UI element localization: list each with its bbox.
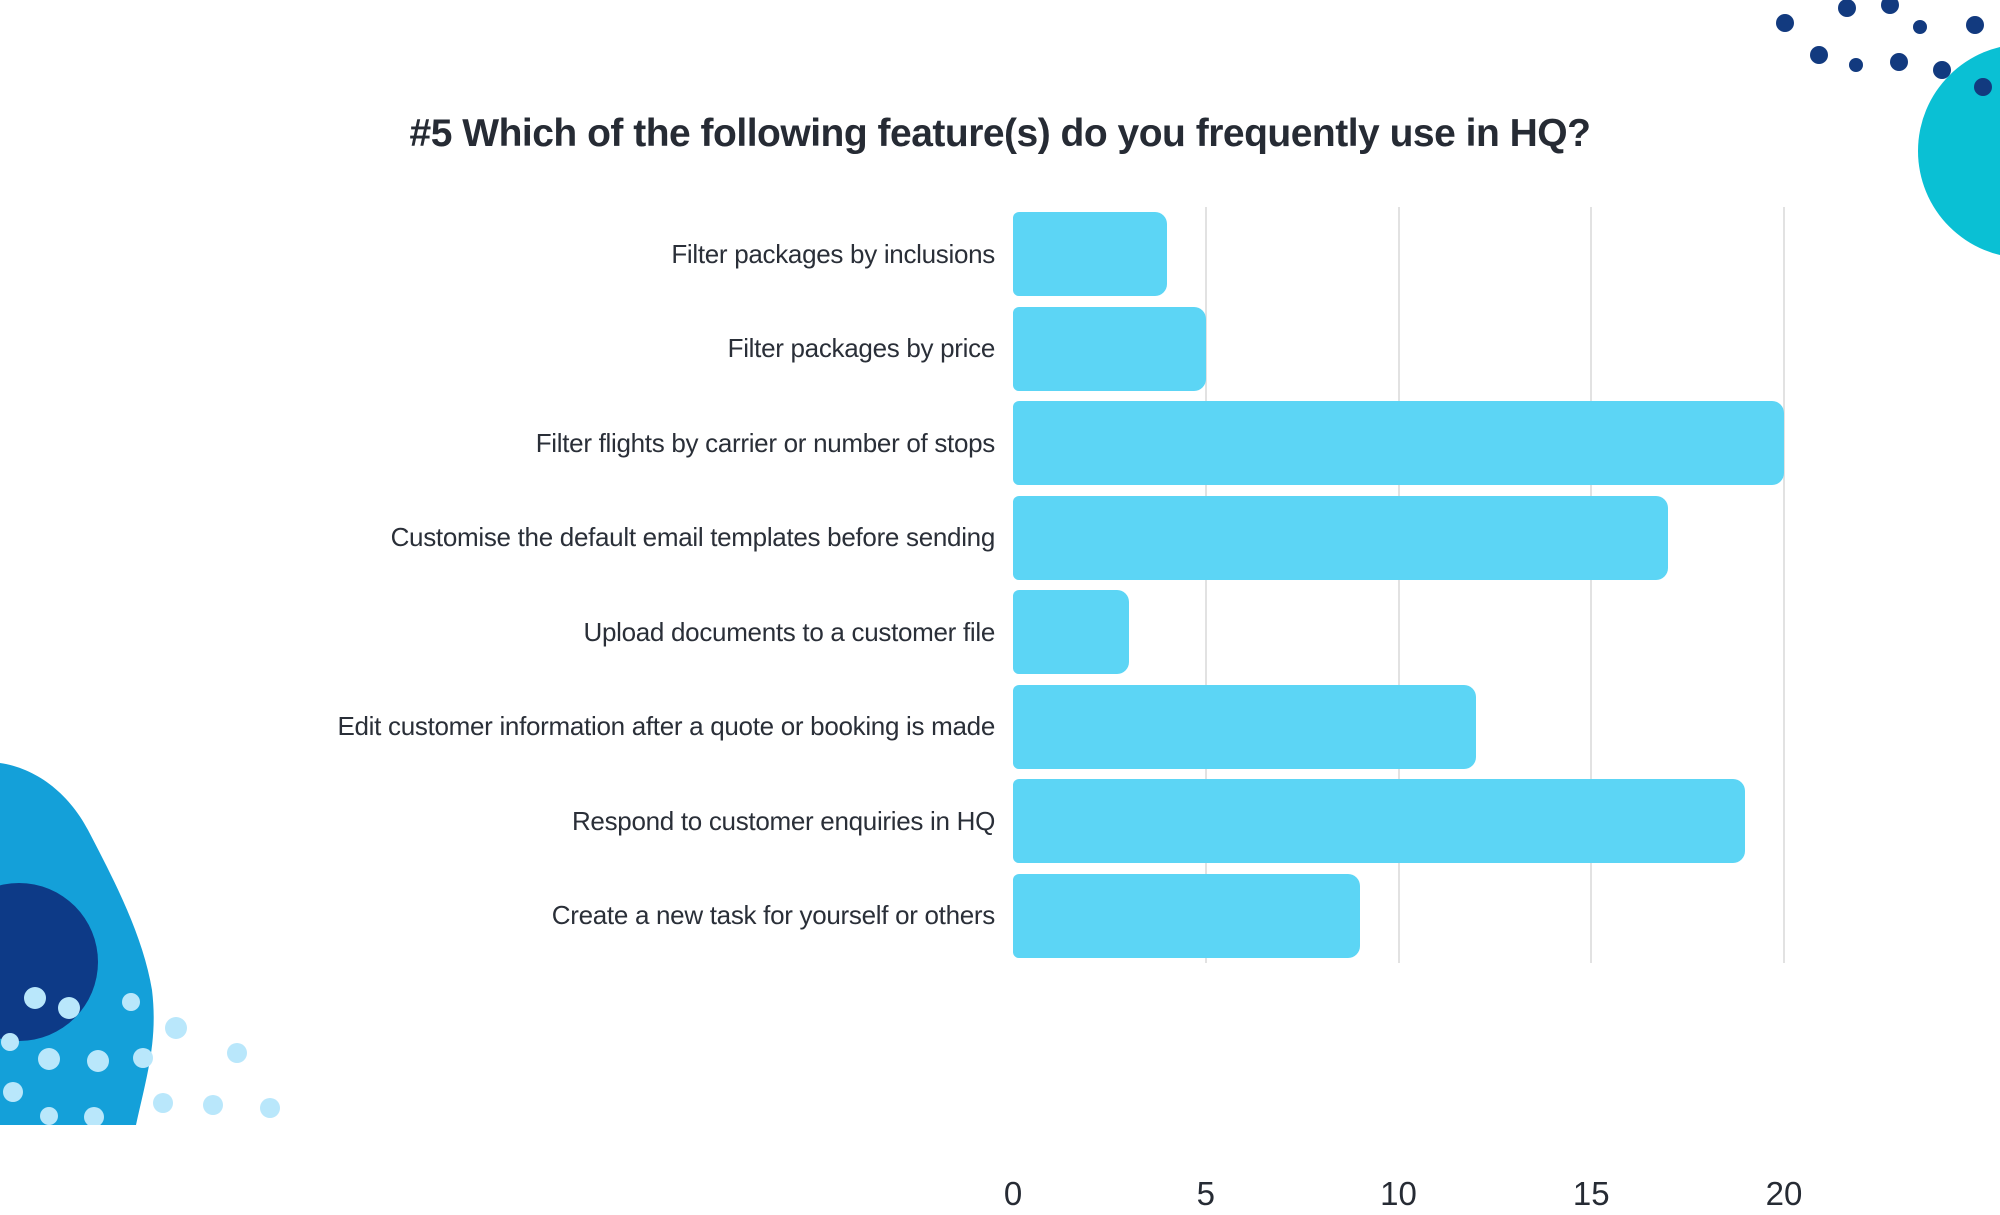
bar-track bbox=[1013, 306, 1784, 391]
bar bbox=[1013, 590, 1129, 675]
chart-row: Filter flights by carrier or number of s… bbox=[0, 396, 1830, 491]
gridline bbox=[1204, 207, 1207, 963]
bar bbox=[1013, 779, 1746, 864]
gridline bbox=[1590, 207, 1593, 963]
chart-row: Filter packages by price bbox=[0, 302, 1830, 397]
light-dots-pattern bbox=[1, 987, 280, 1125]
bar-track bbox=[1013, 779, 1784, 864]
bar bbox=[1013, 873, 1360, 958]
chart-title: #5 Which of the following feature(s) do … bbox=[409, 112, 1591, 155]
bar-chart: Filter packages by inclusions Filter pack… bbox=[0, 207, 1830, 1212]
category-label: Respond to customer enquiries in HQ bbox=[571, 805, 995, 836]
bar bbox=[1013, 684, 1476, 769]
bar bbox=[1013, 212, 1168, 297]
bar bbox=[1013, 306, 1206, 391]
bar-track bbox=[1013, 590, 1784, 675]
chart-rows: Filter packages by inclusions Filter pack… bbox=[0, 207, 1830, 963]
category-label: Create a new task for yourself or others bbox=[551, 900, 996, 931]
category-label: Customise the default email templates be… bbox=[390, 522, 996, 553]
category-label: Upload documents to a customer file bbox=[583, 616, 996, 647]
bar-track bbox=[1013, 212, 1784, 297]
category-label: Filter packages by inclusions bbox=[671, 238, 995, 269]
bar-track bbox=[1013, 401, 1784, 486]
category-label: Filter packages by price bbox=[727, 333, 996, 364]
chart-row: Filter packages by inclusions bbox=[0, 207, 1830, 302]
x-axis-tick: 0 bbox=[1003, 1175, 1023, 1212]
x-axis-tick: 20 bbox=[1765, 1175, 1803, 1212]
bar-track bbox=[1013, 495, 1784, 580]
chart-row: Create a new task for yourself or others bbox=[0, 869, 1830, 964]
navy-dots-pattern bbox=[1776, 0, 1992, 96]
x-axis-tick: 15 bbox=[1572, 1175, 1610, 1212]
gridline bbox=[1783, 207, 1785, 963]
chart-row: Customise the default email templates be… bbox=[0, 491, 1830, 586]
x-axis-tick: 5 bbox=[1196, 1175, 1215, 1212]
category-label: Edit customer information after a quote … bbox=[337, 711, 995, 742]
bar bbox=[1013, 495, 1669, 580]
bar-track bbox=[1013, 684, 1784, 769]
chart-row: Respond to customer enquiries in HQ bbox=[0, 774, 1830, 869]
chart-row: Upload documents to a customer file bbox=[0, 585, 1830, 680]
gridlines bbox=[1013, 207, 1785, 963]
bar bbox=[1013, 401, 1784, 486]
category-label: Filter flights by carrier or number of s… bbox=[535, 427, 996, 458]
x-axis-tick: 10 bbox=[1380, 1175, 1417, 1212]
gridline bbox=[1397, 207, 1400, 963]
x-axis: 0 5 10 15 20 bbox=[1004, 1175, 1803, 1215]
chart-row: Edit customer information after a quote … bbox=[0, 680, 1830, 775]
bar-track bbox=[1013, 873, 1784, 958]
